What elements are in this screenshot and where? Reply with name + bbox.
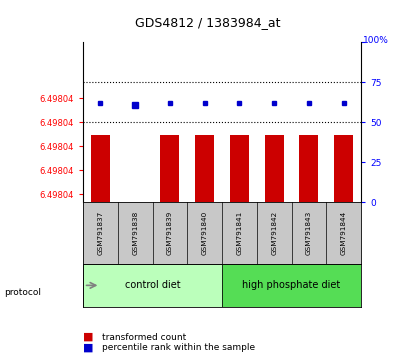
Text: high phosphate diet: high phosphate diet	[242, 280, 341, 290]
Text: GSM791841: GSM791841	[237, 211, 242, 255]
Text: 100%: 100%	[363, 36, 389, 45]
Text: ■: ■	[83, 332, 93, 342]
Text: GSM791844: GSM791844	[341, 211, 347, 255]
Text: protocol: protocol	[4, 287, 41, 297]
Text: GSM791842: GSM791842	[271, 211, 277, 255]
Bar	[230, 135, 249, 202]
Bar	[160, 135, 179, 202]
Bar	[195, 135, 214, 202]
Text: transformed count: transformed count	[102, 332, 186, 342]
Text: GSM791840: GSM791840	[202, 211, 208, 255]
Bar	[334, 135, 353, 202]
Bar	[222, 264, 361, 307]
Text: percentile rank within the sample: percentile rank within the sample	[102, 343, 255, 352]
Text: GSM791843: GSM791843	[306, 211, 312, 255]
Text: GSM791838: GSM791838	[132, 211, 138, 255]
Text: GDS4812 / 1383984_at: GDS4812 / 1383984_at	[135, 16, 280, 29]
Text: control diet: control diet	[124, 280, 181, 290]
Text: ■: ■	[83, 343, 93, 353]
Text: GSM791839: GSM791839	[167, 211, 173, 255]
Bar	[91, 135, 110, 202]
Bar	[83, 264, 222, 307]
Bar	[265, 135, 284, 202]
Text: GSM791837: GSM791837	[98, 211, 103, 255]
Bar	[299, 135, 318, 202]
